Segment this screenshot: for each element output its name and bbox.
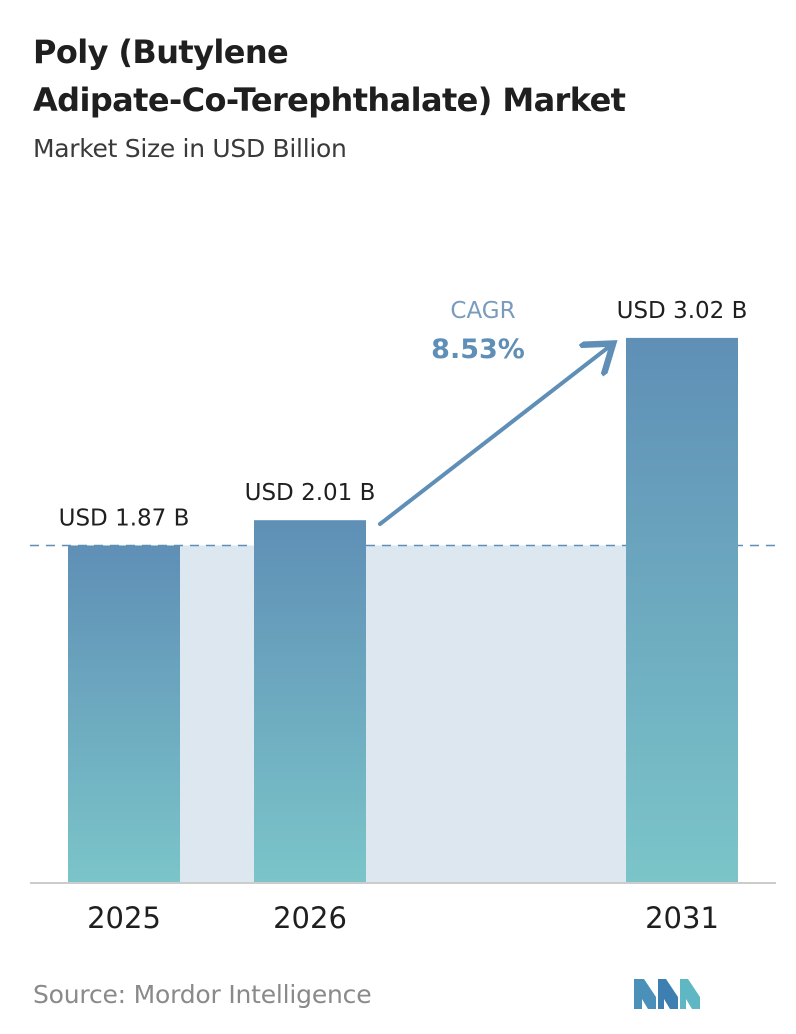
value-label-2025: USD 1.87 B: [59, 505, 190, 531]
category-label-2031: 2031: [645, 901, 719, 935]
value-label-2031: USD 3.02 B: [617, 298, 748, 324]
cagr-arrow: [378, 346, 610, 526]
category-label-2025: 2025: [87, 901, 161, 935]
bar-2026: [254, 520, 366, 883]
cagr-label: CAGR: [450, 298, 515, 324]
chart-title: Poly (Butylene Adipate-Co-Terephthalate)…: [33, 28, 626, 124]
value-label-2026: USD 2.01 B: [245, 480, 376, 506]
cagr-value: 8.53%: [431, 334, 525, 365]
source-note: Source: Mordor Intelligence: [33, 980, 372, 1009]
chart-subtitle: Market Size in USD Billion: [33, 134, 347, 163]
chart-title-line2: Adipate-Co-Terephthalate) Market: [33, 81, 626, 119]
bar-2031: [626, 337, 738, 883]
bar-chart: USD 1.87 B 2025 USD 2.01 B 2026 USD 3.02 B 20…: [30, 298, 780, 935]
mordor-intelligence-logo-icon: [634, 979, 700, 1009]
bar-2025: [68, 545, 180, 883]
category-label-2026: 2026: [273, 901, 347, 935]
chart-title-line1: Poly (Butylene: [33, 33, 289, 71]
